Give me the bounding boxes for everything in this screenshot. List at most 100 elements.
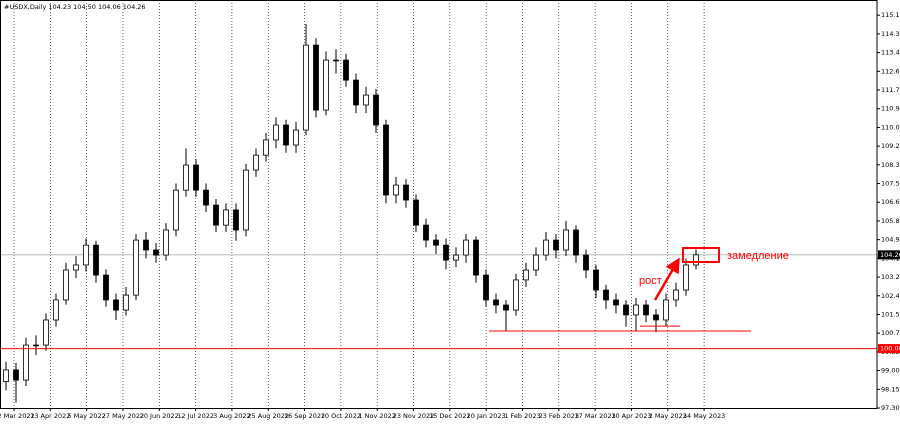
candle-body [183, 164, 189, 191]
candle-body [603, 289, 609, 301]
candle-body [283, 124, 289, 146]
x-tick-label: 25 Aug 2022 [247, 412, 289, 420]
candle-body [293, 129, 299, 146]
x-tick-label: 13 Apr 2022 [30, 412, 70, 420]
candle-body [593, 269, 599, 291]
x-tick-label: 20 Jun 2022 [140, 412, 179, 420]
candle-body [213, 204, 219, 226]
x-tick-label: 5 May 2022 [68, 412, 106, 420]
marks-layer [3, 23, 699, 403]
candle-body [193, 164, 199, 191]
candle-body [543, 239, 549, 256]
y-tick-label: 110.90 [881, 105, 900, 113]
y-tick-label: 105.80 [881, 217, 900, 225]
x-tick-label: 10 Oct 2022 [321, 412, 361, 420]
candle-body [653, 314, 659, 321]
candle-body [223, 209, 229, 226]
candle-body [393, 184, 399, 196]
y-tick-label: 99.00 [881, 367, 900, 375]
y-tick-label: 115.15 [881, 11, 900, 19]
slowdown-box [682, 247, 720, 263]
candle-body [263, 139, 269, 156]
candle-body [3, 369, 9, 382]
x-tick-label: 1 Nov 2022 [358, 412, 396, 420]
candle-body [113, 299, 119, 311]
y-tick-label: 101.55 [881, 310, 900, 318]
candle-body [383, 124, 389, 196]
candle-body [103, 274, 109, 301]
candle-body [153, 249, 159, 256]
y-tick-label: 108.35 [881, 161, 900, 169]
candle-body [33, 344, 39, 347]
candle-body [683, 264, 689, 291]
candle-body [323, 59, 329, 111]
growth-label: рост [639, 275, 662, 287]
y-tick-label: 103.25 [881, 273, 900, 281]
candle-body [673, 289, 679, 301]
y-tick-label: 111.75 [881, 86, 900, 94]
x-tick-label: 27 May 2022 [102, 412, 144, 420]
candle-body [493, 299, 499, 306]
candle-body [13, 369, 19, 381]
candle-body [583, 254, 589, 271]
candle-body [253, 154, 259, 171]
x-tick-label: 10 Apr 2023 [611, 412, 651, 420]
x-tick-label: 10 Jan 2023 [467, 412, 506, 420]
candle-body [363, 94, 369, 106]
candle-body [123, 294, 129, 311]
candle-body [613, 299, 619, 306]
y-tick-label: 112.60 [881, 67, 900, 75]
candle-body [63, 269, 69, 301]
y-tick-label: 97.30 [881, 404, 900, 412]
x-tick-label: 24 May 2023 [683, 412, 725, 420]
candle-body [43, 319, 49, 346]
candle-body [173, 189, 179, 231]
candle-body [163, 229, 169, 256]
candle-body [23, 344, 29, 381]
y-tick-label: 98.15 [881, 385, 900, 393]
y-tick-label: 107.50 [881, 180, 900, 188]
candle-body [483, 274, 489, 301]
price-label-box [878, 250, 900, 260]
x-tick-label: 23 Nov 2022 [393, 412, 435, 420]
chart-title: #USDX,Daily 104.23 104.50 104.06 104.26 [4, 3, 146, 11]
candle-body [353, 79, 359, 106]
candle-body [423, 224, 429, 241]
candle-body [413, 199, 419, 226]
candle-body [53, 299, 59, 321]
plot-frame [0, 0, 878, 409]
candle-body [533, 254, 539, 271]
candle-body [203, 189, 209, 206]
x-tick-label: 3 Aug 2022 [213, 412, 251, 420]
candle-body [333, 59, 339, 62]
price-label: 104.26 [880, 251, 900, 259]
candle-body [93, 244, 99, 276]
candle-body [523, 269, 529, 281]
candle-body [243, 169, 249, 231]
candle-body [623, 304, 629, 316]
level-label-box [878, 344, 900, 354]
candle-body [643, 304, 649, 316]
candle-body [473, 239, 479, 276]
x-tick-label: 23 Feb 2023 [539, 412, 579, 420]
y-tick-label: 114.30 [881, 30, 900, 38]
x-tick-label: 1 Feb 2023 [504, 412, 540, 420]
y-tick-label: 110.05 [881, 123, 900, 131]
candle-body [633, 304, 639, 316]
y-tick-label: 109.20 [881, 142, 900, 150]
candle-body [503, 304, 509, 311]
candle-body [463, 239, 469, 256]
x-tick-label: 22 Mar 2022 [0, 412, 35, 420]
candle-body [313, 44, 319, 111]
candle-body [553, 239, 559, 251]
x-tick-label: 16 Sep 2022 [284, 412, 325, 420]
growth-arrow [653, 257, 680, 301]
candle-body [663, 299, 669, 321]
candle-body [443, 244, 449, 261]
x-tick-label: 2 May 2023 [649, 412, 687, 420]
candle-body [233, 209, 239, 231]
candle-body [83, 244, 89, 266]
level-label: 100.00 [880, 345, 900, 353]
